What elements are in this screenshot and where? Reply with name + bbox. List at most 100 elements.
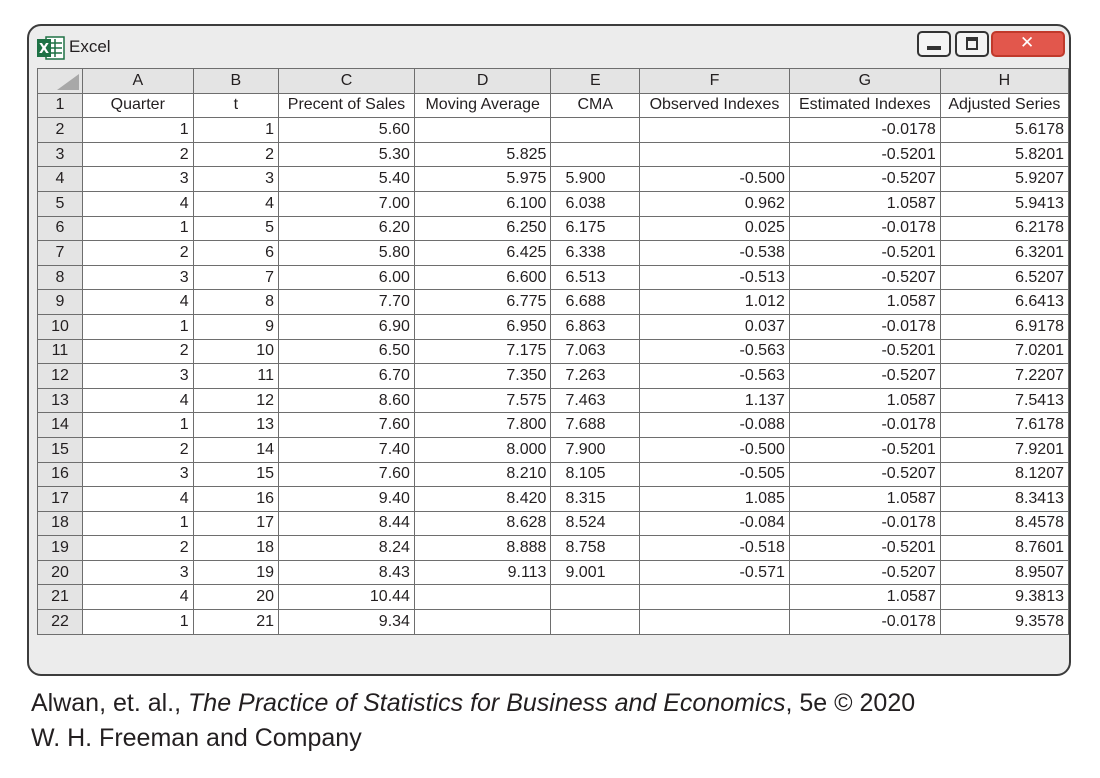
cell-t[interactable]: 21 <box>192 609 280 635</box>
cell-cma[interactable]: 7.688 <box>550 412 641 438</box>
cell-moving-average[interactable] <box>413 609 552 635</box>
cell-moving-average[interactable]: 7.800 <box>413 412 552 438</box>
cell-percent-of-sales[interactable]: 5.60 <box>278 117 415 143</box>
cell-t[interactable]: 6 <box>192 240 280 266</box>
cell-header-t[interactable]: t <box>192 92 280 119</box>
cell-estimated-indexes[interactable]: -0.5207 <box>788 264 941 291</box>
cell-observed-indexes[interactable]: -0.500 <box>639 166 790 192</box>
cell-observed-indexes[interactable] <box>639 584 790 611</box>
cell-observed-indexes[interactable]: -0.563 <box>639 338 790 365</box>
cell-cma[interactable]: 7.900 <box>550 436 641 463</box>
cell-estimated-indexes[interactable]: 1.0587 <box>788 584 941 611</box>
cell-adjusted-series[interactable]: 8.4578 <box>939 510 1069 537</box>
row-number[interactable]: 12 <box>37 363 83 389</box>
cell-quarter[interactable]: 4 <box>81 387 194 414</box>
cell-estimated-indexes[interactable]: -0.5201 <box>788 240 941 266</box>
cell-cma[interactable]: 7.263 <box>550 363 641 389</box>
cell-cma[interactable]: 8.315 <box>550 486 641 512</box>
row-number[interactable]: 20 <box>37 559 83 586</box>
cell-observed-indexes[interactable]: 1.085 <box>639 486 790 512</box>
cell-t[interactable]: 5 <box>192 215 280 242</box>
row-number[interactable]: 1 <box>37 92 83 119</box>
cell-percent-of-sales[interactable]: 6.50 <box>278 338 415 365</box>
cell-moving-average[interactable]: 6.100 <box>413 190 552 217</box>
cell-adjusted-series[interactable]: 5.9413 <box>939 190 1069 217</box>
cell-quarter[interactable]: 3 <box>81 559 194 586</box>
cell-adjusted-series[interactable]: 9.3813 <box>939 584 1069 611</box>
cell-t[interactable]: 2 <box>192 141 280 168</box>
cell-cma[interactable]: 6.863 <box>550 313 641 340</box>
cell-t[interactable]: 16 <box>192 486 280 512</box>
cell-quarter[interactable]: 3 <box>81 363 194 389</box>
cell-moving-average[interactable]: 9.113 <box>413 559 552 586</box>
cell-estimated-indexes[interactable]: -0.5207 <box>788 559 941 586</box>
cell-estimated-indexes[interactable]: 1.0587 <box>788 190 941 217</box>
cell-percent-of-sales[interactable]: 6.90 <box>278 313 415 340</box>
column-header-d[interactable]: D <box>413 68 552 94</box>
cell-t[interactable]: 4 <box>192 190 280 217</box>
row-number[interactable]: 17 <box>37 486 83 512</box>
cell-estimated-indexes[interactable]: -0.5207 <box>788 363 941 389</box>
cell-cma[interactable]: 6.038 <box>550 190 641 217</box>
cell-percent-of-sales[interactable]: 9.40 <box>278 486 415 512</box>
cell-adjusted-series[interactable]: 5.8201 <box>939 141 1069 168</box>
cell-adjusted-series[interactable]: 6.2178 <box>939 215 1069 242</box>
cell-quarter[interactable]: 3 <box>81 166 194 192</box>
cell-t[interactable]: 7 <box>192 264 280 291</box>
title-bar[interactable]: X Excel ✕ <box>29 26 1069 68</box>
cell-moving-average[interactable]: 7.350 <box>413 363 552 389</box>
row-number[interactable]: 8 <box>37 264 83 291</box>
cell-adjusted-series[interactable]: 5.6178 <box>939 117 1069 143</box>
cell-cma[interactable]: 9.001 <box>550 559 641 586</box>
cell-percent-of-sales[interactable]: 9.34 <box>278 609 415 635</box>
cell-observed-indexes[interactable]: -0.538 <box>639 240 790 266</box>
cell-quarter[interactable]: 2 <box>81 535 194 561</box>
select-all-corner[interactable] <box>37 68 83 94</box>
row-number[interactable]: 9 <box>37 289 83 315</box>
cell-adjusted-series[interactable]: 8.3413 <box>939 486 1069 512</box>
cell-cma[interactable] <box>550 141 641 168</box>
cell-observed-indexes[interactable]: -0.513 <box>639 264 790 291</box>
cell-moving-average[interactable]: 6.950 <box>413 313 552 340</box>
minimize-button[interactable] <box>917 31 951 57</box>
cell-t[interactable]: 17 <box>192 510 280 537</box>
cell-observed-indexes[interactable]: -0.088 <box>639 412 790 438</box>
cell-estimated-indexes[interactable]: -0.0178 <box>788 215 941 242</box>
row-number[interactable]: 11 <box>37 338 83 365</box>
column-header-b[interactable]: B <box>192 68 280 94</box>
cell-adjusted-series[interactable]: 6.5207 <box>939 264 1069 291</box>
cell-observed-indexes[interactable]: 0.037 <box>639 313 790 340</box>
cell-percent-of-sales[interactable]: 6.20 <box>278 215 415 242</box>
cell-moving-average[interactable]: 8.420 <box>413 486 552 512</box>
cell-quarter[interactable]: 1 <box>81 117 194 143</box>
cell-percent-of-sales[interactable]: 7.60 <box>278 412 415 438</box>
column-header-f[interactable]: F <box>639 68 790 94</box>
cell-header-estimated-indexes[interactable]: Estimated Indexes <box>788 92 941 119</box>
cell-cma[interactable] <box>550 117 641 143</box>
cell-adjusted-series[interactable]: 6.6413 <box>939 289 1069 315</box>
cell-quarter[interactable]: 3 <box>81 461 194 488</box>
cell-header-moving-average[interactable]: Moving Average <box>413 92 552 119</box>
cell-t[interactable]: 9 <box>192 313 280 340</box>
cell-estimated-indexes[interactable]: -0.5207 <box>788 166 941 192</box>
row-number[interactable]: 16 <box>37 461 83 488</box>
cell-estimated-indexes[interactable]: -0.0178 <box>788 412 941 438</box>
cell-cma[interactable]: 5.900 <box>550 166 641 192</box>
cell-estimated-indexes[interactable]: -0.0178 <box>788 313 941 340</box>
row-number[interactable]: 4 <box>37 166 83 192</box>
row-number[interactable]: 6 <box>37 215 83 242</box>
cell-t[interactable]: 12 <box>192 387 280 414</box>
cell-header-adjusted-series[interactable]: Adjusted Series <box>939 92 1069 119</box>
cell-percent-of-sales[interactable]: 8.43 <box>278 559 415 586</box>
row-number[interactable]: 3 <box>37 141 83 168</box>
cell-adjusted-series[interactable]: 9.3578 <box>939 609 1069 635</box>
cell-estimated-indexes[interactable]: -0.0178 <box>788 510 941 537</box>
row-number[interactable]: 13 <box>37 387 83 414</box>
close-button[interactable]: ✕ <box>991 31 1065 57</box>
cell-quarter[interactable]: 3 <box>81 264 194 291</box>
cell-cma[interactable]: 6.688 <box>550 289 641 315</box>
row-number[interactable]: 15 <box>37 436 83 463</box>
cell-observed-indexes[interactable]: -0.505 <box>639 461 790 488</box>
cell-estimated-indexes[interactable]: 1.0587 <box>788 486 941 512</box>
cell-quarter[interactable]: 1 <box>81 510 194 537</box>
